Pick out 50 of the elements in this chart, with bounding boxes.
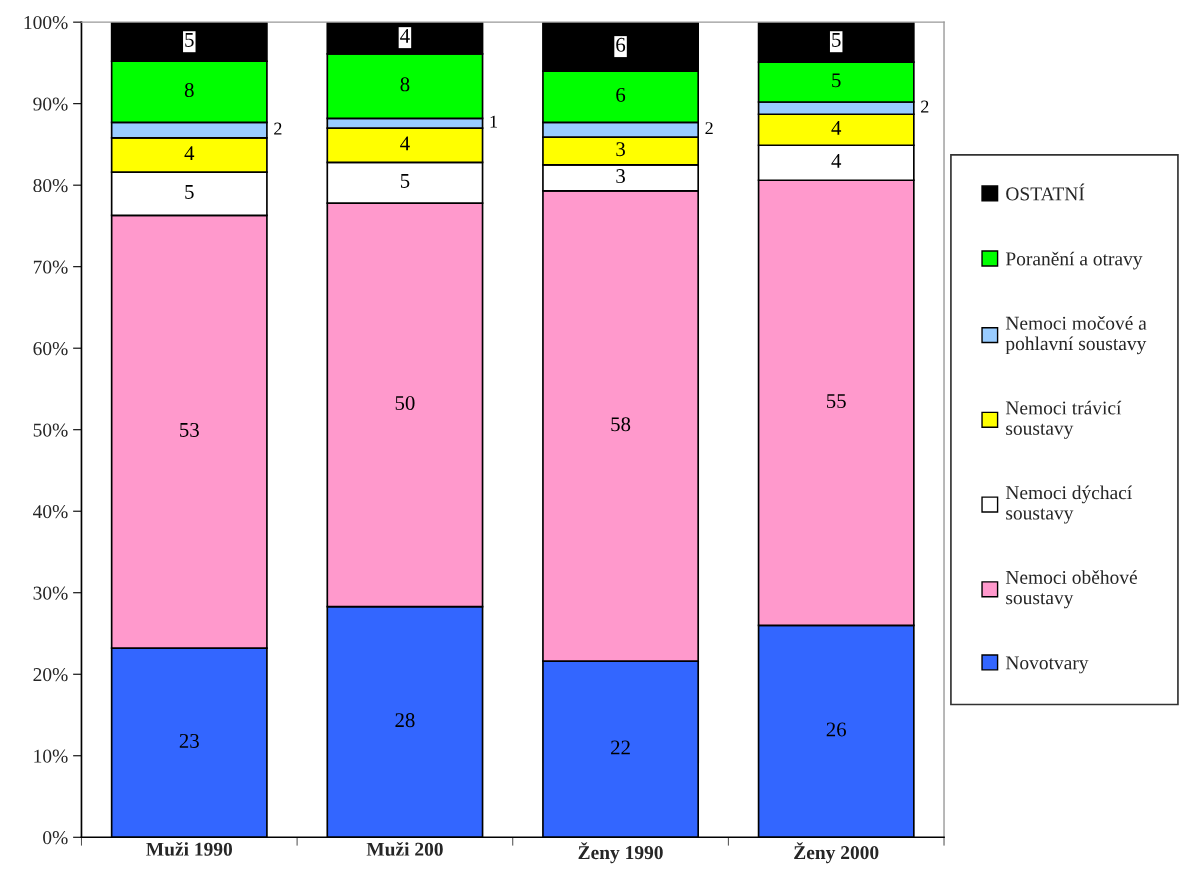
data-label: 50	[395, 396, 415, 411]
legend-label: Nemoci oběhové soustavy	[1005, 570, 1137, 609]
data-label: 55	[827, 394, 846, 409]
y-tick-label: 70%	[33, 260, 68, 274]
data-label: 6	[616, 87, 626, 102]
data-label: 8	[184, 83, 194, 98]
data-label: 4	[831, 154, 842, 168]
y-tick-label: 40%	[33, 505, 68, 519]
y-tick-label: 80%	[33, 178, 68, 193]
y-tick-label: 0%	[43, 831, 68, 845]
legend-label: Nemoci dýchací soustavy	[1005, 485, 1133, 524]
data-label: 4	[400, 136, 410, 151]
x-tick-label: Muži 1990	[146, 841, 233, 856]
data-label: 2	[274, 122, 282, 135]
data-label: 4	[400, 28, 410, 43]
data-label: 6	[616, 37, 626, 52]
data-label: 3	[616, 142, 625, 157]
data-label: 5	[185, 33, 194, 47]
data-label: 5	[185, 185, 194, 199]
y-tick-label: 30%	[33, 586, 68, 600]
y-tick-label: 90%	[33, 97, 68, 111]
data-label: 58	[611, 417, 631, 432]
data-label: 8	[400, 77, 410, 92]
x-tick-label: Muži 200	[366, 841, 443, 856]
legend-label: Novotvary	[1005, 656, 1089, 674]
data-label: 3	[616, 169, 625, 184]
data-label: 4	[831, 121, 842, 135]
y-tick-label: 10%	[34, 749, 68, 763]
legend-label: Nemoci močové a pohlavní soustavy	[1005, 316, 1147, 355]
data-label: 2	[921, 100, 929, 113]
x-tick-label: Ženy 2000	[794, 842, 879, 864]
y-tick-label: 60%	[33, 342, 68, 356]
y-tick-label: 20%	[33, 668, 68, 682]
data-label: 28	[395, 713, 415, 728]
legend-label: OSTATNÍ	[1006, 183, 1085, 201]
data-label: 23	[179, 733, 199, 748]
y-tick-label: 50%	[33, 423, 68, 437]
data-label: 4	[184, 146, 195, 161]
data-label: 26	[826, 722, 846, 737]
data-label: 2	[705, 122, 713, 135]
data-label: 5	[832, 73, 841, 88]
data-label: 53	[180, 422, 199, 437]
data-label: 5	[400, 174, 410, 188]
data-label: 1	[490, 115, 497, 128]
y-tick-label: 100%	[24, 15, 68, 30]
data-label: 22	[611, 740, 630, 755]
x-tick-label: Ženy 1990	[578, 842, 663, 864]
legend-label: Poranění a otravy	[1005, 251, 1143, 270]
legend-label: Nemoci trávicí soustavy	[1005, 400, 1122, 439]
data-label: 5	[832, 33, 841, 47]
